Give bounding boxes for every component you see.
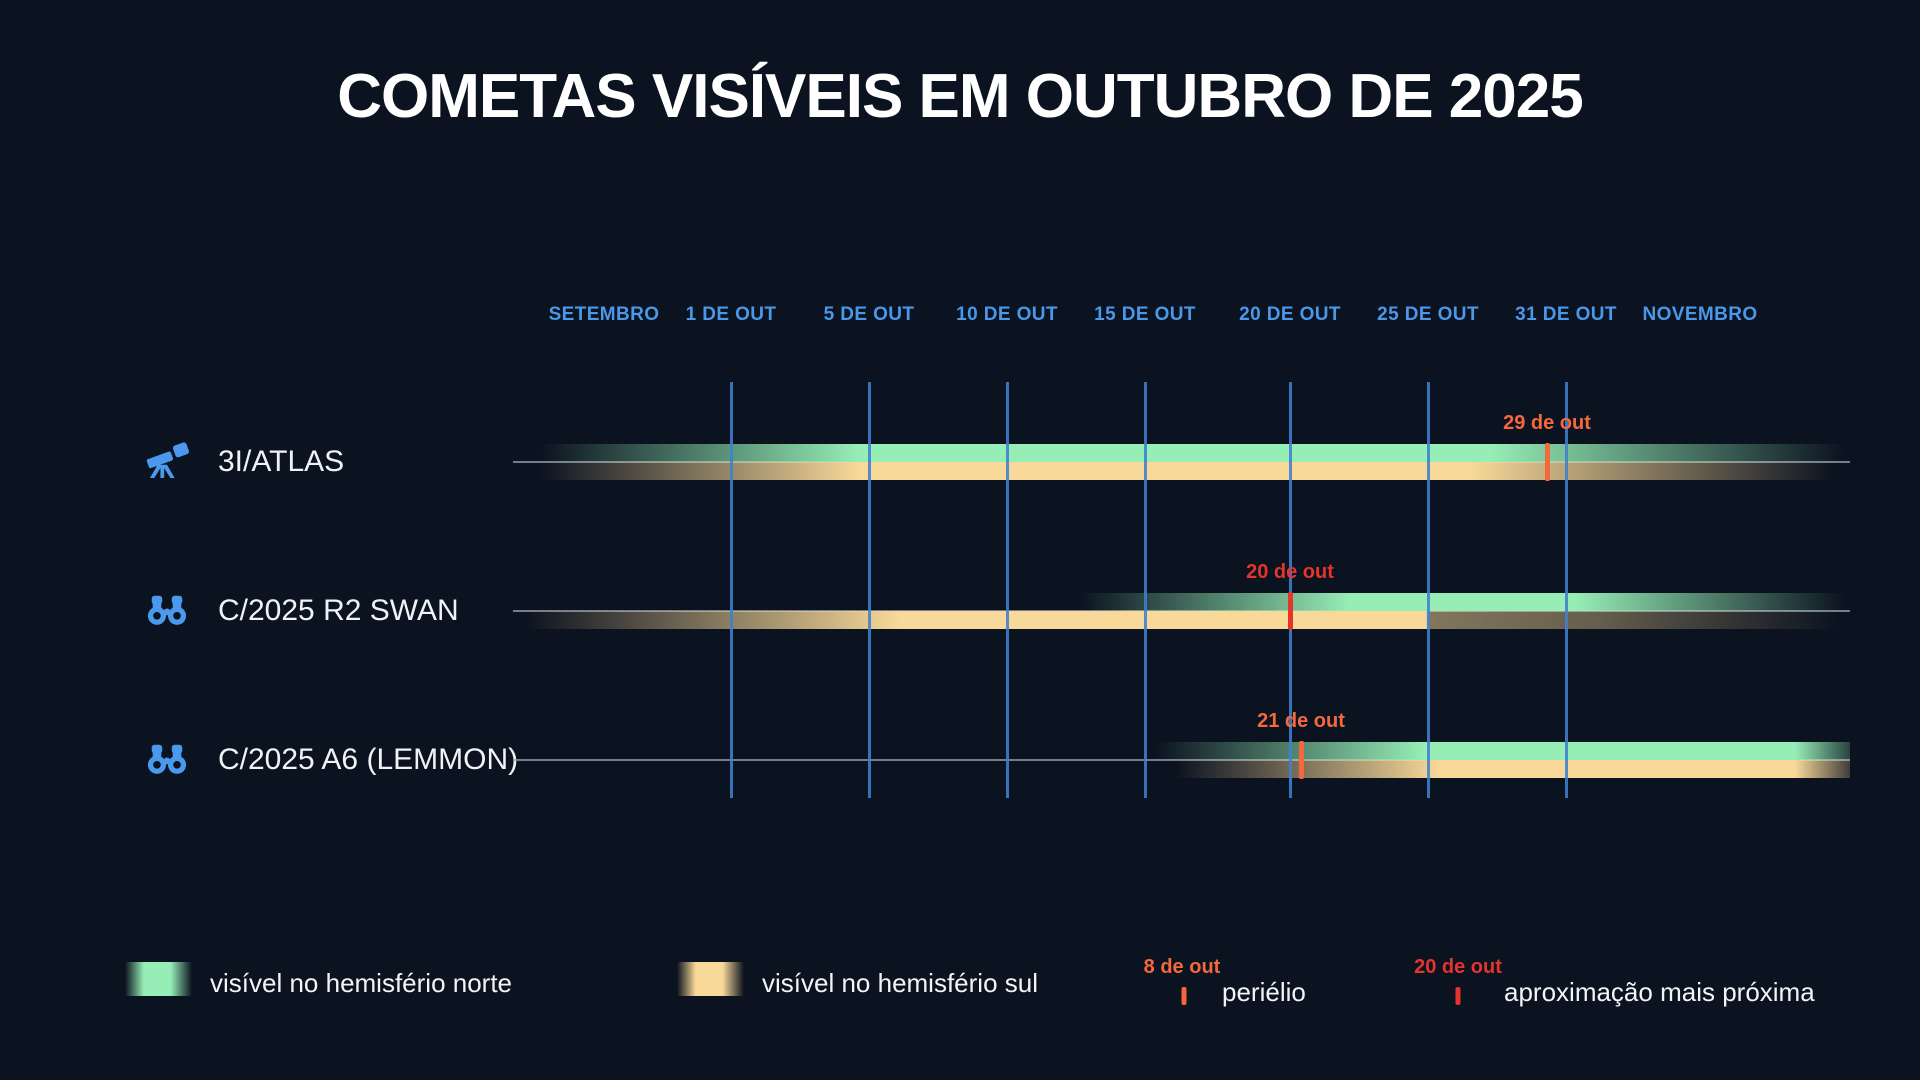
axis-tick-label-5-de-out: 5 DE OUT <box>823 304 915 325</box>
axis-tick-label-novembro: NOVEMBRO <box>1642 304 1758 325</box>
legend-label-perihelion: periélio <box>1222 977 1306 1007</box>
visibility-bar-sul-c-2025-r2-swan <box>513 611 1850 629</box>
gridline-15-de-out <box>1143 382 1147 798</box>
legend-label-closest-approach: aproximação mais próxima <box>1504 977 1815 1007</box>
gridline-20-de-out <box>1288 382 1292 798</box>
legend-swatch-south <box>677 962 744 996</box>
binoculars-icon <box>146 743 188 782</box>
visibility-bar-sul-c-2025-a6-lemmon <box>513 760 1850 778</box>
marker-tick-c-2025-a6-lemmon <box>1298 741 1304 779</box>
legend-label-north: visível no hemisfério norte <box>210 968 513 998</box>
axis-tick-label-31-de-out: 31 DE OUT <box>1515 304 1617 325</box>
visibility-bar-sul-3i-atlas <box>513 462 1850 480</box>
binoculars-icon <box>146 594 188 633</box>
legend-tick-closest-approach-icon <box>1455 987 1461 1005</box>
comet-label-3i-atlas: 3I/ATLAS <box>218 445 345 478</box>
axis-tick-label-15-de-out: 15 DE OUT <box>1094 304 1196 325</box>
axis-tick-label-setembro: SETEMBRO <box>548 304 660 325</box>
marker-tick-c-2025-r2-swan <box>1287 592 1293 630</box>
legend-swatch-north <box>125 962 192 996</box>
legend-tick-perihelion-icon <box>1181 987 1187 1005</box>
comet-label-c-2025-a6-lemmon: C/2025 A6 (LEMMON) <box>218 743 519 776</box>
legend-label-south: visível no hemisfério sul <box>762 968 1038 998</box>
gridline-31-de-out <box>1564 382 1568 798</box>
marker-tick-3i-atlas <box>1544 443 1550 481</box>
visibility-bar-norte-3i-atlas <box>513 444 1850 462</box>
gridline-25-de-out <box>1426 382 1430 798</box>
gridline-5-de-out <box>867 382 871 798</box>
gridline-10-de-out <box>1005 382 1009 798</box>
comet-label-c-2025-r2-swan: C/2025 R2 SWAN <box>218 594 459 627</box>
axis-tick-label-25-de-out: 25 DE OUT <box>1377 304 1479 325</box>
marker-date-3i-atlas: 29 de out <box>1503 412 1591 434</box>
page-title: COMETAS VISÍVEIS EM OUTUBRO DE 2025 <box>337 62 1583 131</box>
marker-date-c-2025-r2-swan: 20 de out <box>1246 561 1334 583</box>
legend-date-perihelion: 8 de out <box>1143 956 1221 978</box>
axis-tick-label-10-de-out: 10 DE OUT <box>956 304 1058 325</box>
visibility-bar-norte-c-2025-r2-swan <box>513 593 1850 611</box>
axis-tick-label-20-de-out: 20 DE OUT <box>1239 304 1341 325</box>
marker-date-c-2025-a6-lemmon: 21 de out <box>1257 710 1345 732</box>
visibility-bar-norte-c-2025-a6-lemmon <box>513 742 1850 760</box>
gridline-1-de-out <box>729 382 733 798</box>
telescope-icon <box>146 441 190 484</box>
legend-date-closest-approach: 20 de out <box>1414 956 1502 978</box>
axis-tick-label-1-de-out: 1 DE OUT <box>685 304 777 325</box>
